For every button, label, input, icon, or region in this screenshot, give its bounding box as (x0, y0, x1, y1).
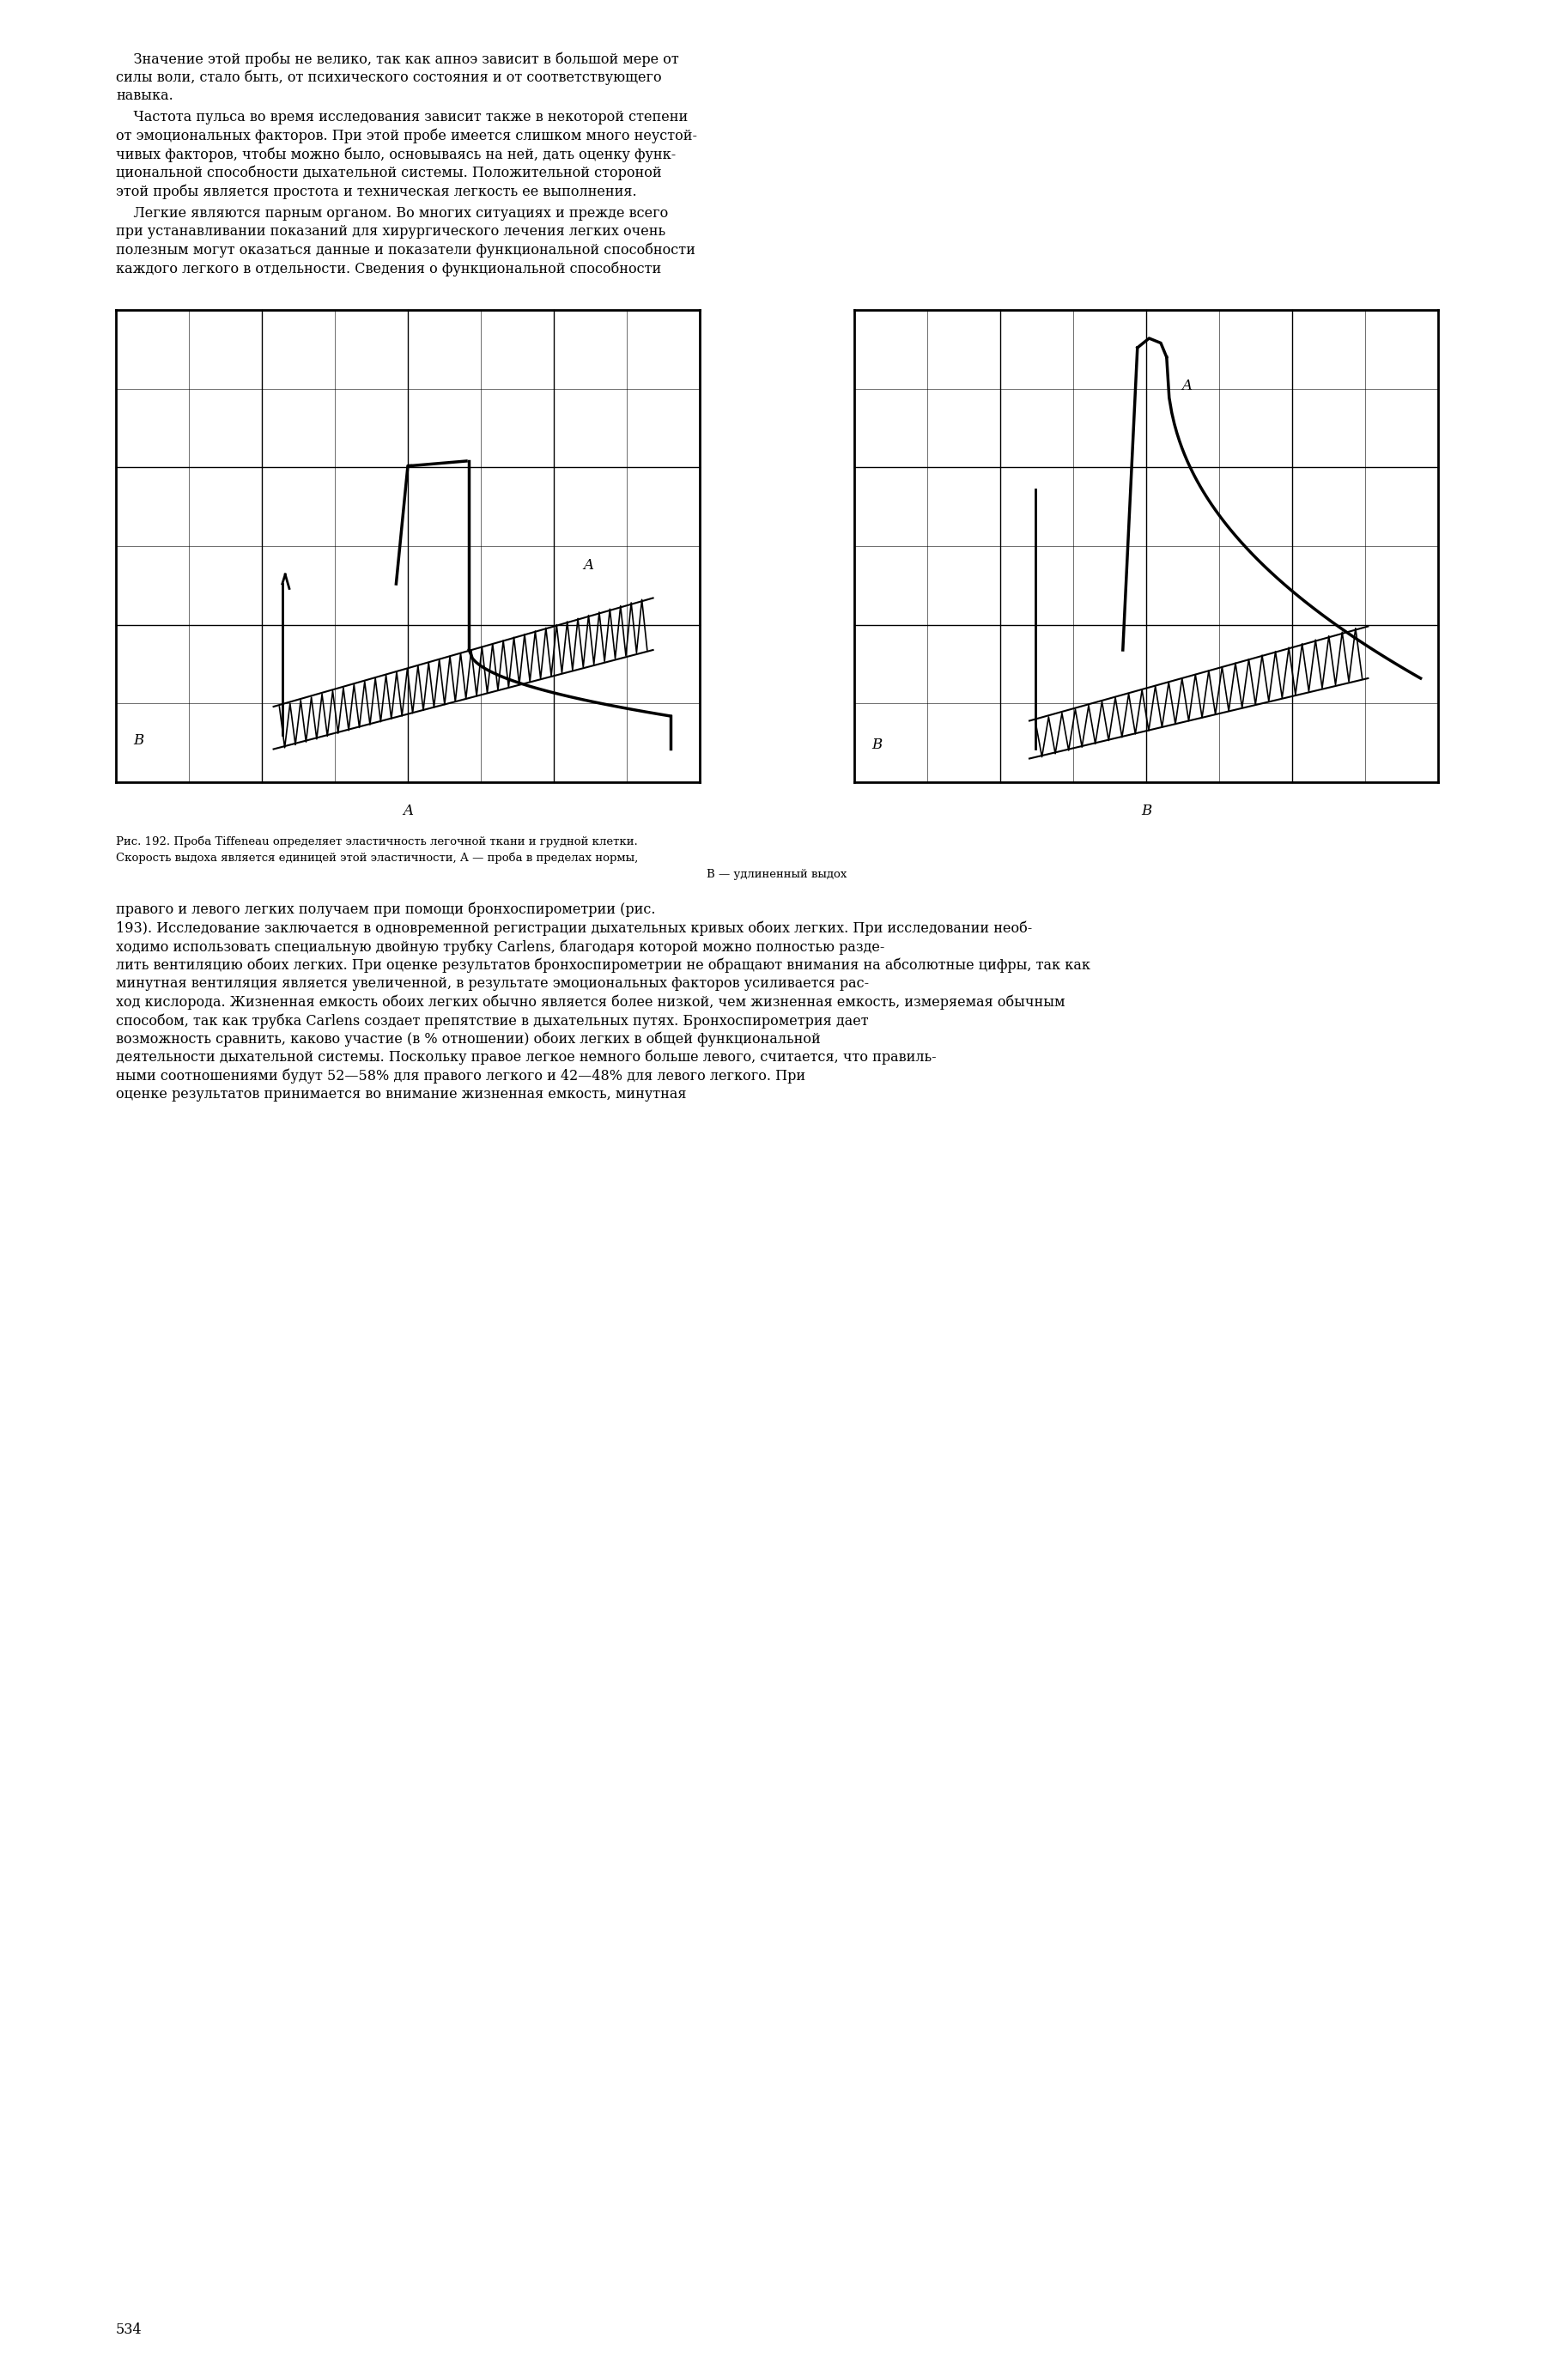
Text: Легкие являются парным органом. Во многих ситуациях и прежде всего: Легкие являются парным органом. Во многи… (117, 207, 668, 221)
Text: ными соотношениями будут 52—58% для правого легкого и 42—48% для левого легкого.: ными соотношениями будут 52—58% для прав… (117, 1069, 805, 1083)
Text: Частота пульса во время исследования зависит также в некоторой степени: Частота пульса во время исследования зав… (117, 109, 688, 124)
Text: A: A (1181, 378, 1192, 393)
Text: ходимо использовать специальную двойную трубку Carlens, благодаря которой можно : ходимо использовать специальную двойную … (117, 940, 884, 954)
Text: полезным могут оказаться данные и показатели функциональной способности: полезным могут оказаться данные и показа… (117, 243, 695, 257)
Text: ход кислорода. Жизненная емкость обоих легких обычно является более низкой, чем : ход кислорода. Жизненная емкость обоих л… (117, 995, 1064, 1009)
Text: оценке результатов принимается во внимание жизненная емкость, минутная: оценке результатов принимается во вниман… (117, 1088, 687, 1102)
Text: от эмоциональных факторов. При этой пробе имеется слишком много неустой-: от эмоциональных факторов. При этой проб… (117, 129, 698, 143)
Text: чивых факторов, чтобы можно было, основываясь на ней, дать оценку функ-: чивых факторов, чтобы можно было, основы… (117, 148, 676, 162)
Text: Рис. 192. Проба Tiffeneau определяет эластичность легочной ткани и грудной клетк: Рис. 192. Проба Tiffeneau определяет эла… (117, 835, 637, 847)
Text: В — удлиненный выдох: В — удлиненный выдох (707, 869, 847, 881)
Text: B: B (1141, 804, 1152, 819)
Text: этой пробы является простота и техническая легкость ее выполнения.: этой пробы является простота и техническ… (117, 183, 637, 200)
Text: B: B (134, 733, 145, 747)
Text: Скорость выдоха является единицей этой эластичности, А — проба в пределах нормы,: Скорость выдоха является единицей этой э… (117, 852, 639, 864)
Text: лить вентиляцию обоих легких. При оценке результатов бронхоспирометрии не обраща: лить вентиляцию обоих легких. При оценке… (117, 957, 1091, 973)
Text: силы воли, стало быть, от психического состояния и от соответствующего: силы воли, стало быть, от психического с… (117, 69, 662, 86)
Text: A: A (402, 804, 413, 819)
Text: деятельности дыхательной системы. Поскольку правое легкое немного больше левого,: деятельности дыхательной системы. Поскол… (117, 1050, 937, 1066)
Text: правого и левого легких получаем при помощи бронхоспирометрии (рис.: правого и левого легких получаем при пом… (117, 902, 656, 916)
Text: циональной способности дыхательной системы. Положительной стороной: циональной способности дыхательной систе… (117, 167, 662, 181)
Text: способом, так как трубка Carlens создает препятствие в дыхательных путях. Бронхо: способом, так как трубка Carlens создает… (117, 1014, 869, 1028)
Text: каждого легкого в отдельности. Сведения о функциональной способности: каждого легкого в отдельности. Сведения … (117, 262, 662, 276)
Text: при устанавливании показаний для хирургического лечения легких очень: при устанавливании показаний для хирурги… (117, 224, 665, 238)
Text: 193). Исследование заключается в одновременной регистрации дыхательных кривых об: 193). Исследование заключается в одновре… (117, 921, 1032, 935)
Text: минутная вентиляция является увеличенной, в результате эмоциональных факторов ус: минутная вентиляция является увеличенной… (117, 976, 869, 990)
Text: возможность сравнить, каково участие (в % отношении) обоих легких в общей функци: возможность сравнить, каково участие (в … (117, 1031, 821, 1047)
Text: A: A (583, 559, 594, 574)
Text: 534: 534 (117, 2323, 143, 2337)
Text: навыка.: навыка. (117, 88, 172, 102)
Text: Значение этой пробы не велико, так как апноэ зависит в большой мере от: Значение этой пробы не велико, так как а… (117, 52, 679, 67)
Text: B: B (872, 738, 883, 752)
